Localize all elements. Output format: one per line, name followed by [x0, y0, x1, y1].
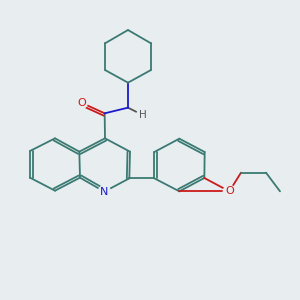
Text: O: O [77, 98, 86, 108]
Circle shape [98, 186, 110, 198]
Text: O: O [225, 186, 234, 196]
Text: N: N [100, 187, 109, 197]
Circle shape [75, 97, 87, 109]
Text: N: N [100, 187, 109, 197]
Text: O: O [225, 186, 234, 196]
Text: O: O [77, 98, 86, 108]
Circle shape [137, 109, 149, 121]
Circle shape [223, 185, 235, 197]
Text: H: H [139, 110, 146, 120]
Text: H: H [139, 110, 146, 120]
